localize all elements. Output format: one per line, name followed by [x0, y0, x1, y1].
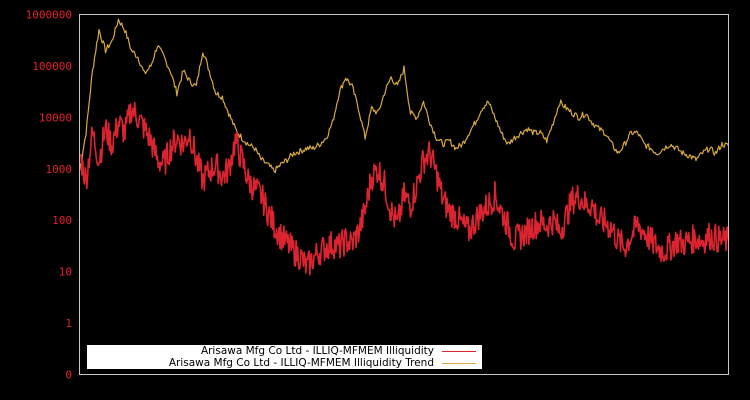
y-tick-label: 0 [65, 369, 72, 382]
y-tick-label: 1000000 [26, 9, 72, 22]
legend-label: Arisawa Mfg Co Ltd - ILLIQ-MFMEM Illiqui… [200, 345, 434, 357]
y-tick-label: 10 [59, 266, 72, 279]
legend-item-illiquidity: Arisawa Mfg Co Ltd - ILLIQ-MFMEM Illiqui… [201, 345, 476, 357]
plot-frame [79, 14, 729, 375]
legend-swatch-gold [442, 362, 476, 364]
chart-series [78, 18, 730, 276]
y-tick-label: 1 [65, 317, 72, 330]
series-illiquidity-trend-line [78, 18, 730, 174]
y-tick-label: 100000 [32, 60, 72, 73]
legend-swatch-red [442, 350, 476, 352]
series-illiquidity-line [78, 101, 730, 276]
y-tick-label: 10000 [39, 111, 72, 124]
y-tick-label: 100 [52, 214, 72, 227]
y-axis-tick-labels: 0 1 10 100 1000 10000 100000 1000000 [26, 9, 72, 382]
legend-label: Arisawa Mfg Co Ltd - ILLIQ-MFMEM Illiqui… [168, 357, 434, 369]
y-tick-label: 1000 [46, 163, 73, 176]
chart-legend: Arisawa Mfg Co Ltd - ILLIQ-MFMEM Illiqui… [87, 345, 482, 369]
legend-item-illiquidity-trend: Arisawa Mfg Co Ltd - ILLIQ-MFMEM Illiqui… [169, 357, 476, 369]
